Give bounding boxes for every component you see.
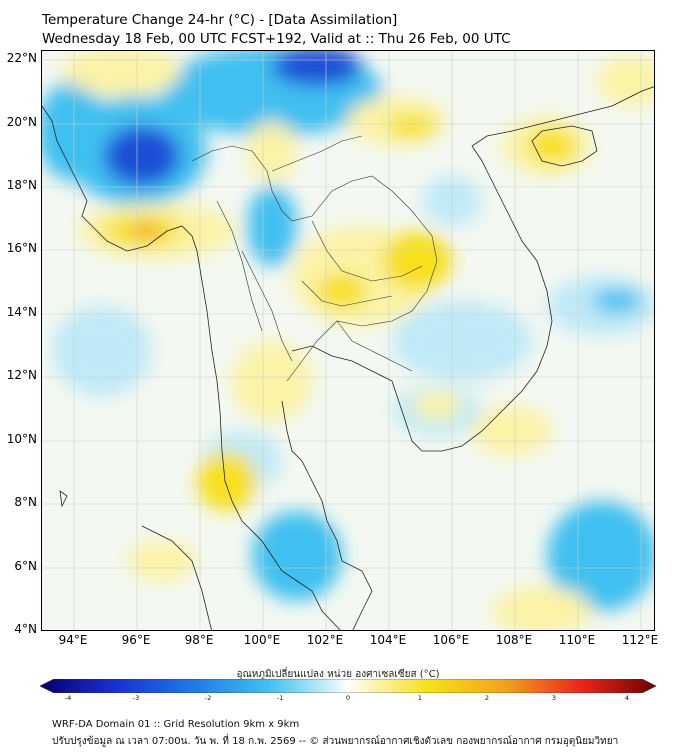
- lon-tick-112e: 112°E: [621, 633, 659, 647]
- colorbar-tick: -4: [64, 694, 72, 702]
- colorbar-tick: 1: [417, 694, 423, 702]
- colorbar-tick: 2: [484, 694, 490, 702]
- lat-tick-4n: 4°N: [14, 622, 37, 636]
- lat-tick-10n: 10°N: [6, 432, 37, 446]
- lon-tick-96e: 96°E: [121, 633, 151, 647]
- colorbar-tick: -1: [276, 694, 284, 702]
- colorbar-tick: 0: [345, 694, 351, 702]
- lat-tick-22n: 22°N: [6, 51, 37, 65]
- lat-tick-20n: 20°N: [6, 115, 37, 129]
- lat-tick-16n: 16°N: [6, 241, 37, 255]
- lon-tick-100e: 100°E: [243, 633, 281, 647]
- map-panel: [41, 50, 655, 631]
- lon-tick-106e: 106°E: [432, 633, 470, 647]
- map-title: Temperature Change 24-hr (°C) - [Data As…: [42, 12, 398, 28]
- lon-tick-108e: 108°E: [495, 633, 533, 647]
- lon-tick-94e: 94°E: [58, 633, 88, 647]
- lat-tick-18n: 18°N: [6, 178, 37, 192]
- colorbar-tick: -3: [132, 694, 140, 702]
- lon-tick-110e: 110°E: [558, 633, 596, 647]
- lat-tick-12n: 12°N: [6, 368, 37, 382]
- lon-tick-102e: 102°E: [306, 633, 344, 647]
- lon-tick-98e: 98°E: [184, 633, 214, 647]
- colorbar-tick: 4: [624, 694, 630, 702]
- lon-tick-104e: 104°E: [369, 633, 407, 647]
- lat-tick-6n: 6°N: [14, 559, 37, 573]
- colorbar-label: อุณหภูมิเปลี่ยนแปลง หน่วย องศาเซลเซียส (…: [236, 669, 440, 680]
- map-gridlines: [42, 51, 654, 630]
- map-subtitle: Wednesday 18 Feb, 00 UTC FCST+192, Valid…: [42, 31, 511, 47]
- admin-borders: [191, 135, 438, 382]
- coastlines: [42, 86, 654, 630]
- colorbar: [40, 679, 656, 693]
- temperature-field-map: [42, 51, 654, 630]
- footer-credit: ปรับปรุงข้อมูล ณ เวลา 07:00น. วัน พ. ที่…: [52, 736, 619, 747]
- colorbar-tick: -2: [204, 694, 212, 702]
- lat-tick-8n: 8°N: [14, 495, 37, 509]
- footer-model-info: WRF-DA Domain 01 :: Grid Resolution 9km …: [52, 719, 300, 730]
- colorbar-tick: 3: [551, 694, 557, 702]
- lat-tick-14n: 14°N: [6, 305, 37, 319]
- temperature-field: [42, 51, 654, 630]
